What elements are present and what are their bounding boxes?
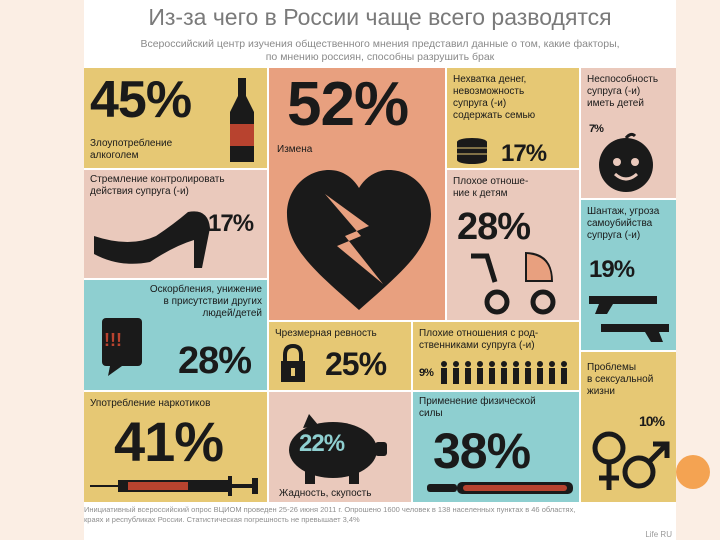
money-label-line: супруга (-и) xyxy=(453,98,507,109)
sex-percent: 10% xyxy=(639,413,665,429)
children-percent: 28% xyxy=(457,206,531,248)
money-label-line: содержать семью xyxy=(453,110,536,121)
cell-infertility: Неспособность супруга (-и) иметь детей 7… xyxy=(581,68,676,198)
children-label-line: Плохое отноше- xyxy=(453,176,529,187)
violence-percent: 38% xyxy=(433,423,531,479)
syringe-icon xyxy=(90,476,258,496)
blackmail-label-line: супруга (-и) xyxy=(587,230,641,241)
cell-children: Плохое отноше- ние к детям 28% xyxy=(447,170,579,320)
cell-cheating: 52% Измена xyxy=(269,68,445,320)
insults-label: Оскорбления, унижение в присутствии друг… xyxy=(132,284,262,320)
gender-symbols-icon xyxy=(592,431,670,490)
alcohol-label: Злоупотребление алкоголем xyxy=(90,138,172,162)
control-percent: 17% xyxy=(208,210,254,237)
decorative-circle xyxy=(676,455,710,489)
control-label: Стремление контролировать действия супру… xyxy=(90,174,225,198)
pistol-icon xyxy=(589,296,657,314)
cell-greed: 22% Жадность, скупость xyxy=(269,392,411,502)
relatives-label-line: ственниками супруга (-и) xyxy=(419,340,535,351)
infertility-label-line: супруга (-и) xyxy=(587,86,641,97)
infertility-label-line: Неспособность xyxy=(587,74,659,85)
children-label-line: ние к детям xyxy=(453,188,508,199)
speech-bubble-icon xyxy=(102,318,142,376)
infertility-label: Неспособность супруга (-и) иметь детей xyxy=(587,74,658,110)
relatives-percent: 9% xyxy=(419,367,434,379)
violence-label-line: силы xyxy=(419,408,443,419)
stroller-icon xyxy=(471,252,556,315)
alcohol-percent: 45% xyxy=(90,71,192,129)
money-label-line: Нехватка денег, xyxy=(453,74,527,85)
drugs-percent: 41% xyxy=(114,410,224,473)
greed-percent: 22% xyxy=(299,430,345,457)
insults-label-line: людей/детей xyxy=(202,308,262,319)
cell-sex: Проблемы в сексуальной жизни 10% xyxy=(581,352,676,502)
control-label-line: действия супруга (-и) xyxy=(90,186,189,197)
money-label-line: невозможность xyxy=(453,86,525,97)
cell-relatives: Плохие отношения с род- ственниками супр… xyxy=(413,322,579,390)
baton-icon xyxy=(427,482,573,494)
insults-label-line: в присутствии других xyxy=(163,296,262,307)
cell-money: Нехватка денег, невозможность супруга (-… xyxy=(447,68,579,168)
infographic-subtitle: Всероссийский центр изучения общественно… xyxy=(84,38,676,64)
broken-heart-icon xyxy=(287,170,431,310)
alcohol-label-line: алкоголем xyxy=(90,150,139,161)
money-label: Нехватка денег, невозможность супруга (-… xyxy=(453,74,535,122)
footnote-line: Инициативный всероссийский опрос ВЦИОМ п… xyxy=(84,505,576,514)
infographic-sheet: Из-за чего в России чаще всего разводятс… xyxy=(84,0,676,540)
insults-percent: 28% xyxy=(178,340,252,382)
cheating-percent: 52% xyxy=(287,70,409,139)
cell-alcohol: 45% Злоупотребление алкоголем xyxy=(84,68,267,168)
violence-label-line: Применение физической xyxy=(419,396,536,407)
subtitle-line: Всероссийский центр изучения общественно… xyxy=(140,38,620,50)
watermark: Life RU xyxy=(645,530,672,539)
subtitle-line: по мнению россиян, способны разрушить бр… xyxy=(265,51,495,63)
survey-footnote: Инициативный всероссийский опрос ВЦИОМ п… xyxy=(84,505,676,525)
people-row-icon xyxy=(441,361,567,384)
cell-violence: Применение физической силы 38% xyxy=(413,392,579,502)
pistol-icon xyxy=(601,324,669,342)
cell-jealousy: Чрезмерная ревность 25% xyxy=(269,322,411,390)
baby-face-icon xyxy=(599,132,653,192)
cheating-label: Измена xyxy=(277,144,313,155)
piggy-bank-icon xyxy=(289,414,387,484)
sex-label-line: в сексуальной xyxy=(587,374,654,385)
children-label: Плохое отноше- ние к детям xyxy=(453,176,528,200)
violence-label: Применение физической силы xyxy=(419,396,536,420)
insults-label-line: Оскорбления, унижение xyxy=(149,284,262,295)
control-label-line: Стремление контролировать xyxy=(90,174,225,185)
high-heel-shoe-icon xyxy=(94,211,210,268)
sex-label-line: жизни xyxy=(587,386,615,397)
jealousy-percent: 25% xyxy=(325,346,387,382)
infertility-percent: 7% xyxy=(589,123,604,135)
exclamation-marks: !!! xyxy=(104,330,122,350)
infographic-title: Из-за чего в России чаще всего разводятс… xyxy=(148,4,612,30)
bottle-icon xyxy=(230,78,254,162)
cell-drugs: Употребление наркотиков 41% xyxy=(84,392,267,502)
blackmail-percent: 19% xyxy=(589,256,635,283)
sex-label-line: Проблемы xyxy=(587,362,637,373)
relatives-label: Плохие отношения с род- ственниками супр… xyxy=(419,328,538,352)
sex-label: Проблемы в сексуальной жизни xyxy=(587,362,653,398)
blackmail-label-line: самоубийства xyxy=(587,218,653,229)
money-percent: 17% xyxy=(501,140,547,167)
blackmail-label: Шантаж, угроза самоубийства супруга (-и) xyxy=(587,206,659,242)
jealousy-label: Чрезмерная ревность xyxy=(275,328,377,339)
drugs-label: Употребление наркотиков xyxy=(90,398,211,409)
padlock-icon xyxy=(281,344,305,382)
blackmail-label-line: Шантаж, угроза xyxy=(587,206,660,217)
relatives-label-line: Плохие отношения с род- xyxy=(419,328,539,339)
greed-label: Жадность, скупость xyxy=(279,488,372,499)
cell-control: Стремление контролировать действия супру… xyxy=(84,170,267,278)
infertility-label-line: иметь детей xyxy=(587,98,644,109)
cell-insults: Оскорбления, унижение в присутствии друг… xyxy=(84,280,267,390)
cell-blackmail: Шантаж, угроза самоубийства супруга (-и)… xyxy=(581,200,676,350)
coins-icon xyxy=(457,138,487,164)
footnote-line: краях и республиках России. Статистическ… xyxy=(84,515,360,524)
alcohol-label-line: Злоупотребление xyxy=(90,138,173,149)
